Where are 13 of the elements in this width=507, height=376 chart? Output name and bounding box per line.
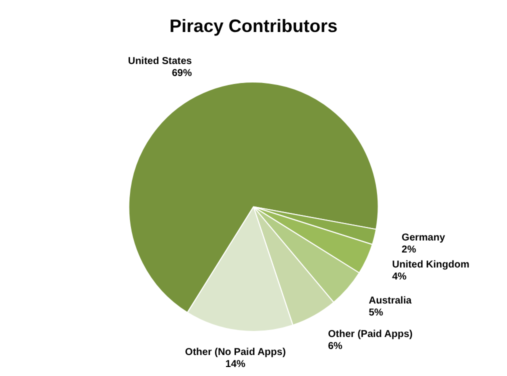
data-label: 2%	[402, 244, 416, 256]
data-label: 14%	[225, 359, 246, 370]
slice-label: Other (No Paid Apps)	[185, 347, 286, 358]
data-label: 6%	[328, 340, 343, 352]
slice-label: United States	[128, 56, 192, 67]
slice-label: Germany	[402, 232, 446, 244]
data-label: 69%	[172, 68, 192, 79]
chart-title: Piracy Contributors	[169, 16, 338, 36]
slice-label: Other (Paid Apps)	[328, 328, 413, 340]
data-label: 5%	[368, 308, 384, 319]
slice-label: Australia	[368, 296, 412, 307]
slice-label: United Kingdom	[392, 260, 470, 271]
data-label: 4%	[392, 272, 407, 283]
